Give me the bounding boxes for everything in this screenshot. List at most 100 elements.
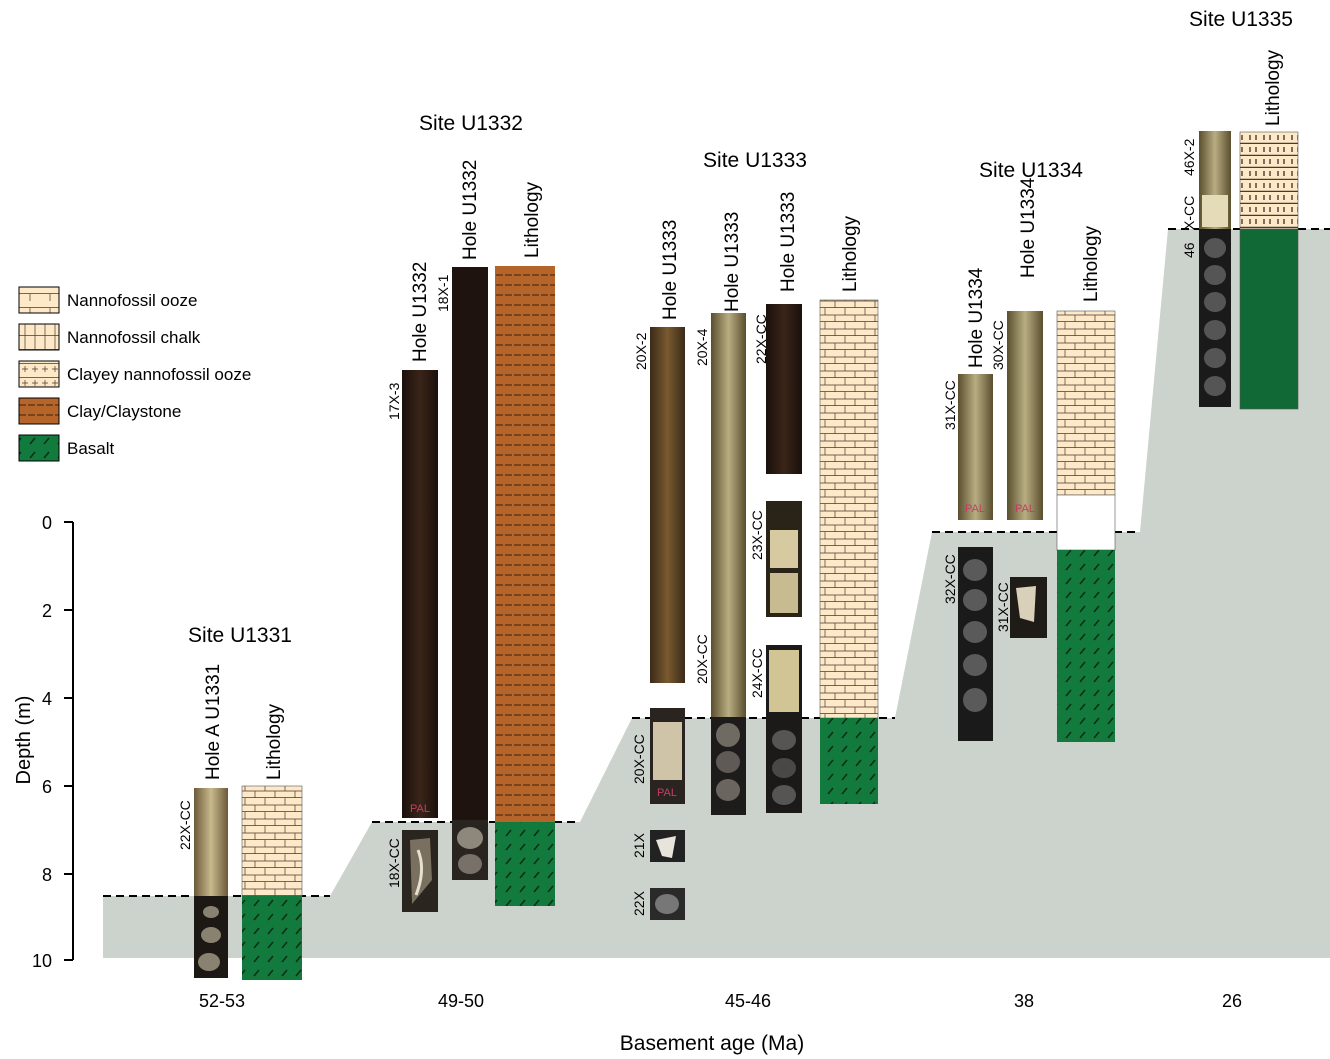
core-label: 20X-CC <box>694 634 710 684</box>
core-fragment <box>716 723 740 747</box>
core-fragment <box>656 836 676 858</box>
core-label: 30X-CC <box>990 320 1006 370</box>
site-title: Site U1333 <box>703 149 807 172</box>
ytick-label: 10 <box>32 951 52 971</box>
core-fragments <box>198 906 221 971</box>
hole-label: Hole U1334 <box>966 267 987 368</box>
core-photo <box>452 267 488 820</box>
pal-tag: PAL <box>410 803 430 815</box>
y-axis-label: Depth (m) <box>13 696 35 785</box>
lithology-label: Lithology <box>264 703 285 780</box>
core-fragment <box>772 730 796 750</box>
core-fragment <box>770 530 798 568</box>
site-title: Site U1335 <box>1189 8 1293 31</box>
site-u1333: Site U1333 Hole U1333 Hole U1333 Hole U1… <box>631 149 879 920</box>
ytick-label: 6 <box>42 777 52 797</box>
core-label: 17X-3 <box>386 382 402 420</box>
core-photo <box>766 304 802 474</box>
core-label: 46X-2 <box>1181 138 1197 176</box>
core-fragment <box>1202 195 1228 227</box>
age-label: 38 <box>1014 991 1034 1011</box>
lithology-column <box>495 822 555 906</box>
pal-tag: PAL <box>657 787 677 799</box>
basement-profile <box>103 229 1330 958</box>
hole-label: Hole U1332 <box>460 160 481 260</box>
core-fragment <box>458 854 482 874</box>
core-fragment <box>716 751 740 773</box>
lithology-label: Lithology <box>522 181 543 258</box>
ytick-label: 8 <box>42 865 52 885</box>
core-label: 20X-4 <box>694 328 710 366</box>
core-fragment <box>457 827 483 849</box>
age-label: 49-50 <box>438 991 484 1011</box>
core-photo <box>1007 311 1043 520</box>
core-fragment <box>769 650 799 712</box>
site-u1332: Site U1332 Hole U1332 Hole U1332 Litholo… <box>386 112 555 912</box>
age-labels: 52-53 49-50 45-46 38 26 Basement age (Ma… <box>199 991 1242 1055</box>
core-label: 32X-CC <box>942 554 958 604</box>
core-label: 31X-CC <box>995 582 1011 632</box>
site-title: Site U1331 <box>188 624 292 647</box>
core-label: 23X-CC <box>749 510 765 560</box>
core-label: 46 <box>1181 242 1197 258</box>
site-u1331: Site U1331 Hole A U1331 Lithology 22X-CC <box>177 624 303 980</box>
lithology-column <box>1239 228 1299 410</box>
core-fragments <box>1204 238 1226 396</box>
legend-swatch-clay <box>18 397 60 425</box>
legend-label: Basalt <box>67 439 115 458</box>
lithology-column <box>241 785 303 897</box>
site-u1335: Site U1335 Lithology 46X-2 X-CC 46 <box>1181 8 1299 410</box>
legend-label: Nannofossil ooze <box>67 291 197 310</box>
core-label: 21X <box>631 832 647 858</box>
core-label: 18X-CC <box>386 838 402 888</box>
site-title: Site U1332 <box>419 112 523 135</box>
core-label: 22X-CC <box>753 314 769 364</box>
ytick-label: 4 <box>42 689 52 709</box>
core-fragment <box>772 758 796 778</box>
age-label: 45-46 <box>725 991 771 1011</box>
age-label: 26 <box>1222 991 1242 1011</box>
lithology-gap <box>1056 494 1116 551</box>
lithology-label: Lithology <box>1081 225 1102 302</box>
core-photo <box>650 327 685 683</box>
hole-label: Hole U1333 <box>722 212 743 312</box>
lithology-column <box>1056 310 1116 496</box>
core-photo <box>402 370 438 818</box>
core-label: 20X-2 <box>633 332 649 370</box>
legend-label: Clay/Claystone <box>67 402 181 421</box>
core-photo <box>711 313 746 717</box>
core-label: 22X <box>631 890 647 916</box>
legend-swatch-ooze <box>18 286 60 314</box>
site-title: Site U1334 <box>979 159 1083 182</box>
core-fragment <box>1016 586 1036 622</box>
core-photo <box>194 788 228 896</box>
core-fragment <box>772 785 796 805</box>
core-label: 24X-CC <box>749 648 765 698</box>
legend-swatch-clayooze <box>18 360 60 388</box>
core-label: 22X-CC <box>177 800 193 850</box>
hole-label: Hole A U1331 <box>203 664 224 780</box>
legend-label: Nannofossil chalk <box>67 328 201 347</box>
core-fragment <box>770 573 798 613</box>
core-fragment <box>716 779 740 801</box>
core-fragment <box>655 894 679 914</box>
legend-swatch-basalt <box>18 434 60 462</box>
hole-label: Hole U1334 <box>1018 177 1039 278</box>
lithology-column <box>242 896 302 980</box>
core-label: X-CC <box>1181 196 1197 230</box>
pal-tag: PAL <box>1015 503 1035 515</box>
hole-label: Hole U1333 <box>660 220 681 320</box>
core-fragment <box>414 849 423 896</box>
core-label: 20X-CC <box>631 734 647 784</box>
lithology-column <box>820 718 878 804</box>
lithology-label: Lithology <box>1263 49 1284 126</box>
depth-axis: 0 2 4 6 8 10 Depth (m) <box>13 513 74 971</box>
core-fragment <box>653 722 682 780</box>
age-label: 52-53 <box>199 991 245 1011</box>
legend: Nannofossil ooze Nannofossil chalk Claye… <box>18 286 251 462</box>
lithology-column <box>1239 131 1299 230</box>
lithology-column <box>1057 550 1115 742</box>
lithology-column <box>819 299 879 719</box>
pal-tag: PAL <box>965 503 985 515</box>
